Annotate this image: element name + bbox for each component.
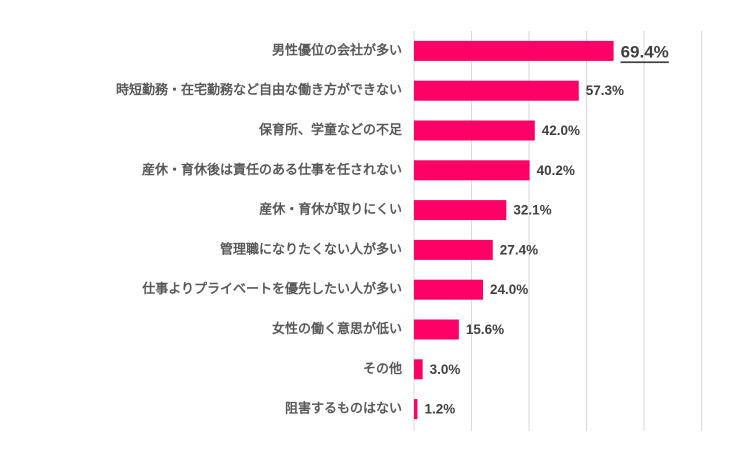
category-label: 女性の働く意思が低い — [272, 321, 402, 337]
data-label: 69.4% — [621, 42, 669, 61]
bar — [414, 80, 579, 101]
bar — [414, 399, 418, 420]
bar — [414, 279, 484, 300]
data-label: 57.3% — [586, 83, 624, 98]
category-label: 阻害するものはない — [285, 401, 402, 417]
category-labels: 男性優位の会社が多い時短勤務・在宅勤務など自由な働き方ができない保育所、学童など… — [116, 42, 403, 416]
data-label: 32.1% — [513, 203, 551, 218]
bar — [414, 319, 459, 340]
category-label: 仕事よりプライベートを優先したい人が多い — [141, 281, 402, 297]
category-label: 産休・育休後は責任のある仕事を任されない — [142, 162, 402, 178]
bar — [414, 120, 535, 141]
category-label: その他 — [363, 361, 402, 377]
category-label: 保育所、学童などの不足 — [258, 122, 403, 138]
data-label: 42.0% — [542, 123, 580, 138]
bar-series — [414, 40, 614, 420]
data-label: 15.6% — [466, 322, 504, 337]
data-label: 24.0% — [490, 282, 528, 297]
data-label: 27.4% — [500, 242, 538, 257]
bar — [414, 200, 507, 221]
data-label: 40.2% — [537, 163, 575, 178]
category-label: 産休・育休が取りにくい — [259, 202, 402, 218]
value-labels: 69.4% 57.3% 42.0% 40.2% 32.1% 27.4% 24.0% 15.6%… — [424, 42, 668, 416]
bar — [414, 40, 614, 61]
bar — [414, 239, 493, 260]
category-label: 管理職になりたくない人が多い — [220, 241, 402, 257]
category-label: 時短勤務・在宅勤務など自由な働き方ができない — [116, 82, 402, 98]
data-label: 3.0% — [430, 362, 461, 377]
category-label: 男性優位の会社が多い — [272, 42, 402, 58]
data-label: 1.2% — [424, 402, 455, 417]
bar — [414, 160, 530, 181]
bar — [414, 359, 423, 380]
